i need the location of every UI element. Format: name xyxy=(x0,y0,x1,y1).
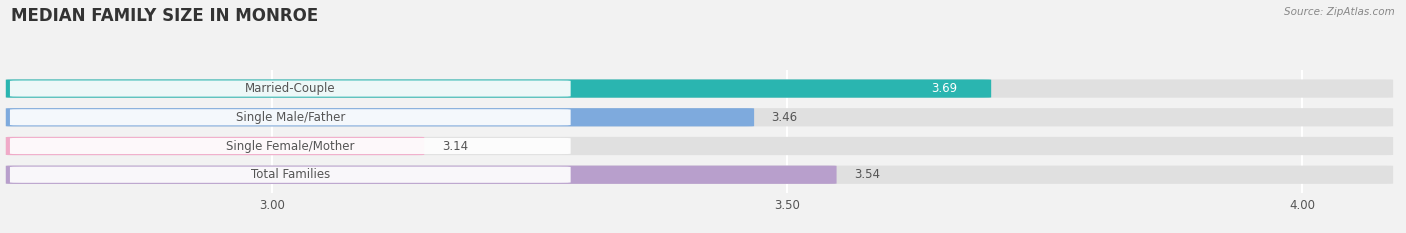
Text: Source: ZipAtlas.com: Source: ZipAtlas.com xyxy=(1284,7,1395,17)
FancyBboxPatch shape xyxy=(6,108,1393,127)
FancyBboxPatch shape xyxy=(6,108,754,127)
Text: 3.14: 3.14 xyxy=(441,140,468,153)
FancyBboxPatch shape xyxy=(6,137,1393,155)
Text: 3.46: 3.46 xyxy=(772,111,797,124)
Text: MEDIAN FAMILY SIZE IN MONROE: MEDIAN FAMILY SIZE IN MONROE xyxy=(11,7,319,25)
Text: Married-Couple: Married-Couple xyxy=(245,82,336,95)
Text: Single Female/Mother: Single Female/Mother xyxy=(226,140,354,153)
Text: Single Male/Father: Single Male/Father xyxy=(236,111,344,124)
FancyBboxPatch shape xyxy=(10,167,571,183)
FancyBboxPatch shape xyxy=(6,166,837,184)
FancyBboxPatch shape xyxy=(10,138,571,154)
FancyBboxPatch shape xyxy=(6,137,425,155)
FancyBboxPatch shape xyxy=(6,79,991,98)
Text: Total Families: Total Families xyxy=(250,168,330,181)
FancyBboxPatch shape xyxy=(6,79,1393,98)
FancyBboxPatch shape xyxy=(10,109,571,125)
FancyBboxPatch shape xyxy=(10,80,571,97)
FancyBboxPatch shape xyxy=(6,166,1393,184)
Text: 3.69: 3.69 xyxy=(931,82,957,95)
Text: 3.54: 3.54 xyxy=(853,168,880,181)
